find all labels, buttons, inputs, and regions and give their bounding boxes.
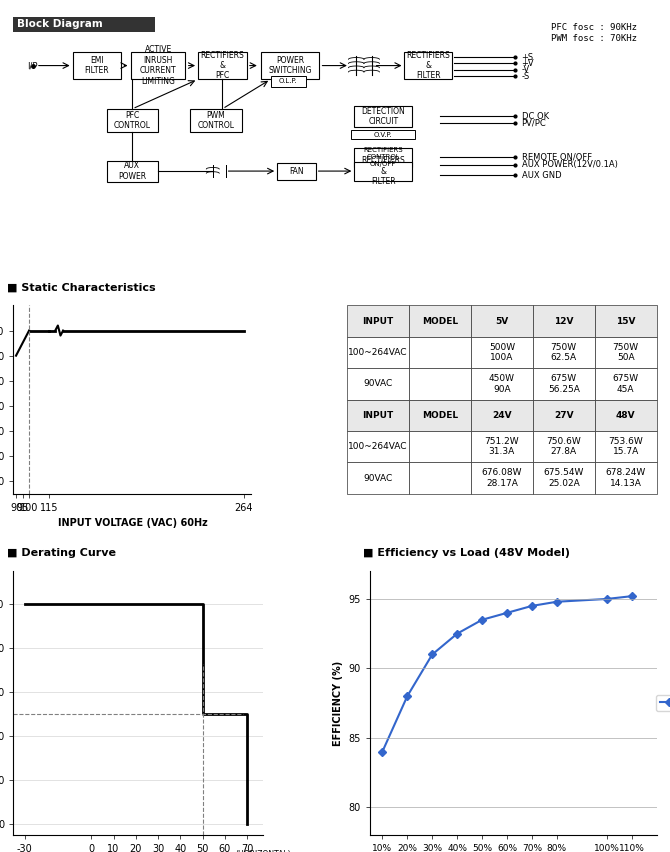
Text: PWM
CONTROL: PWM CONTROL — [198, 111, 234, 130]
FancyBboxPatch shape — [351, 130, 415, 140]
Text: RECTIFIERS
&
PFC: RECTIFIERS & PFC — [200, 50, 245, 80]
Text: RECTIFIERS
CONTROL
ON/OFF: RECTIFIERS CONTROL ON/OFF — [363, 147, 403, 167]
Text: +S: +S — [521, 53, 533, 61]
Text: RECTIFIERS
&
FILTER: RECTIFIERS & FILTER — [361, 156, 405, 186]
Y-axis label: EFFICIENCY (%): EFFICIENCY (%) — [333, 660, 343, 746]
FancyBboxPatch shape — [271, 76, 306, 87]
Text: +V: +V — [521, 59, 534, 68]
X-axis label: INPUT VOLTAGE (VAC) 60Hz: INPUT VOLTAGE (VAC) 60Hz — [58, 518, 207, 528]
Text: PFC
CONTROL: PFC CONTROL — [114, 111, 151, 130]
FancyBboxPatch shape — [404, 52, 452, 79]
Text: AUX GND: AUX GND — [521, 170, 561, 180]
FancyBboxPatch shape — [131, 52, 186, 79]
Text: Block Diagram: Block Diagram — [17, 20, 103, 30]
Text: O.V.P.: O.V.P. — [374, 132, 393, 138]
Text: PFC fosc : 90KHz
PWM fosc : 70KHz: PFC fosc : 90KHz PWM fosc : 70KHz — [551, 23, 637, 43]
FancyBboxPatch shape — [354, 106, 412, 127]
Text: O.L.P.: O.L.P. — [279, 78, 297, 84]
FancyBboxPatch shape — [73, 52, 121, 79]
FancyBboxPatch shape — [107, 160, 158, 181]
Text: -V: -V — [521, 66, 530, 74]
Text: I/P: I/P — [27, 61, 38, 70]
Text: AUX POWER(12V/0.1A): AUX POWER(12V/0.1A) — [521, 160, 617, 170]
Text: RECTIFIERS
&
FILTER: RECTIFIERS & FILTER — [407, 50, 450, 80]
FancyBboxPatch shape — [198, 52, 247, 79]
FancyBboxPatch shape — [354, 148, 412, 167]
Text: ■ Static Characteristics: ■ Static Characteristics — [7, 283, 155, 292]
Text: AUX
POWER: AUX POWER — [119, 161, 147, 181]
Text: DETECTION
CIRCUIT: DETECTION CIRCUIT — [361, 106, 405, 126]
Text: EMI
FILTER: EMI FILTER — [84, 56, 109, 75]
Legend: 230VAC: 230VAC — [657, 695, 670, 711]
Text: PV/PC: PV/PC — [521, 118, 546, 127]
Text: REMOTE ON/OFF: REMOTE ON/OFF — [521, 153, 592, 162]
Text: FAN: FAN — [289, 167, 304, 176]
Text: (HORIZONTAL): (HORIZONTAL) — [235, 850, 291, 852]
FancyBboxPatch shape — [261, 52, 319, 79]
Text: POWER
SWITCHING: POWER SWITCHING — [268, 56, 312, 75]
FancyBboxPatch shape — [13, 17, 155, 32]
Text: ■ Efficiency vs Load (48V Model): ■ Efficiency vs Load (48V Model) — [363, 549, 570, 558]
Text: DC OK: DC OK — [521, 112, 549, 121]
Text: ■ Derating Curve: ■ Derating Curve — [7, 549, 116, 558]
FancyBboxPatch shape — [354, 162, 412, 181]
FancyBboxPatch shape — [190, 109, 242, 132]
Text: ACTIVE
INRUSH
CURRENT
LIMITING: ACTIVE INRUSH CURRENT LIMITING — [140, 45, 176, 86]
FancyBboxPatch shape — [277, 163, 316, 180]
FancyBboxPatch shape — [107, 109, 158, 132]
Text: -S: -S — [521, 72, 530, 81]
